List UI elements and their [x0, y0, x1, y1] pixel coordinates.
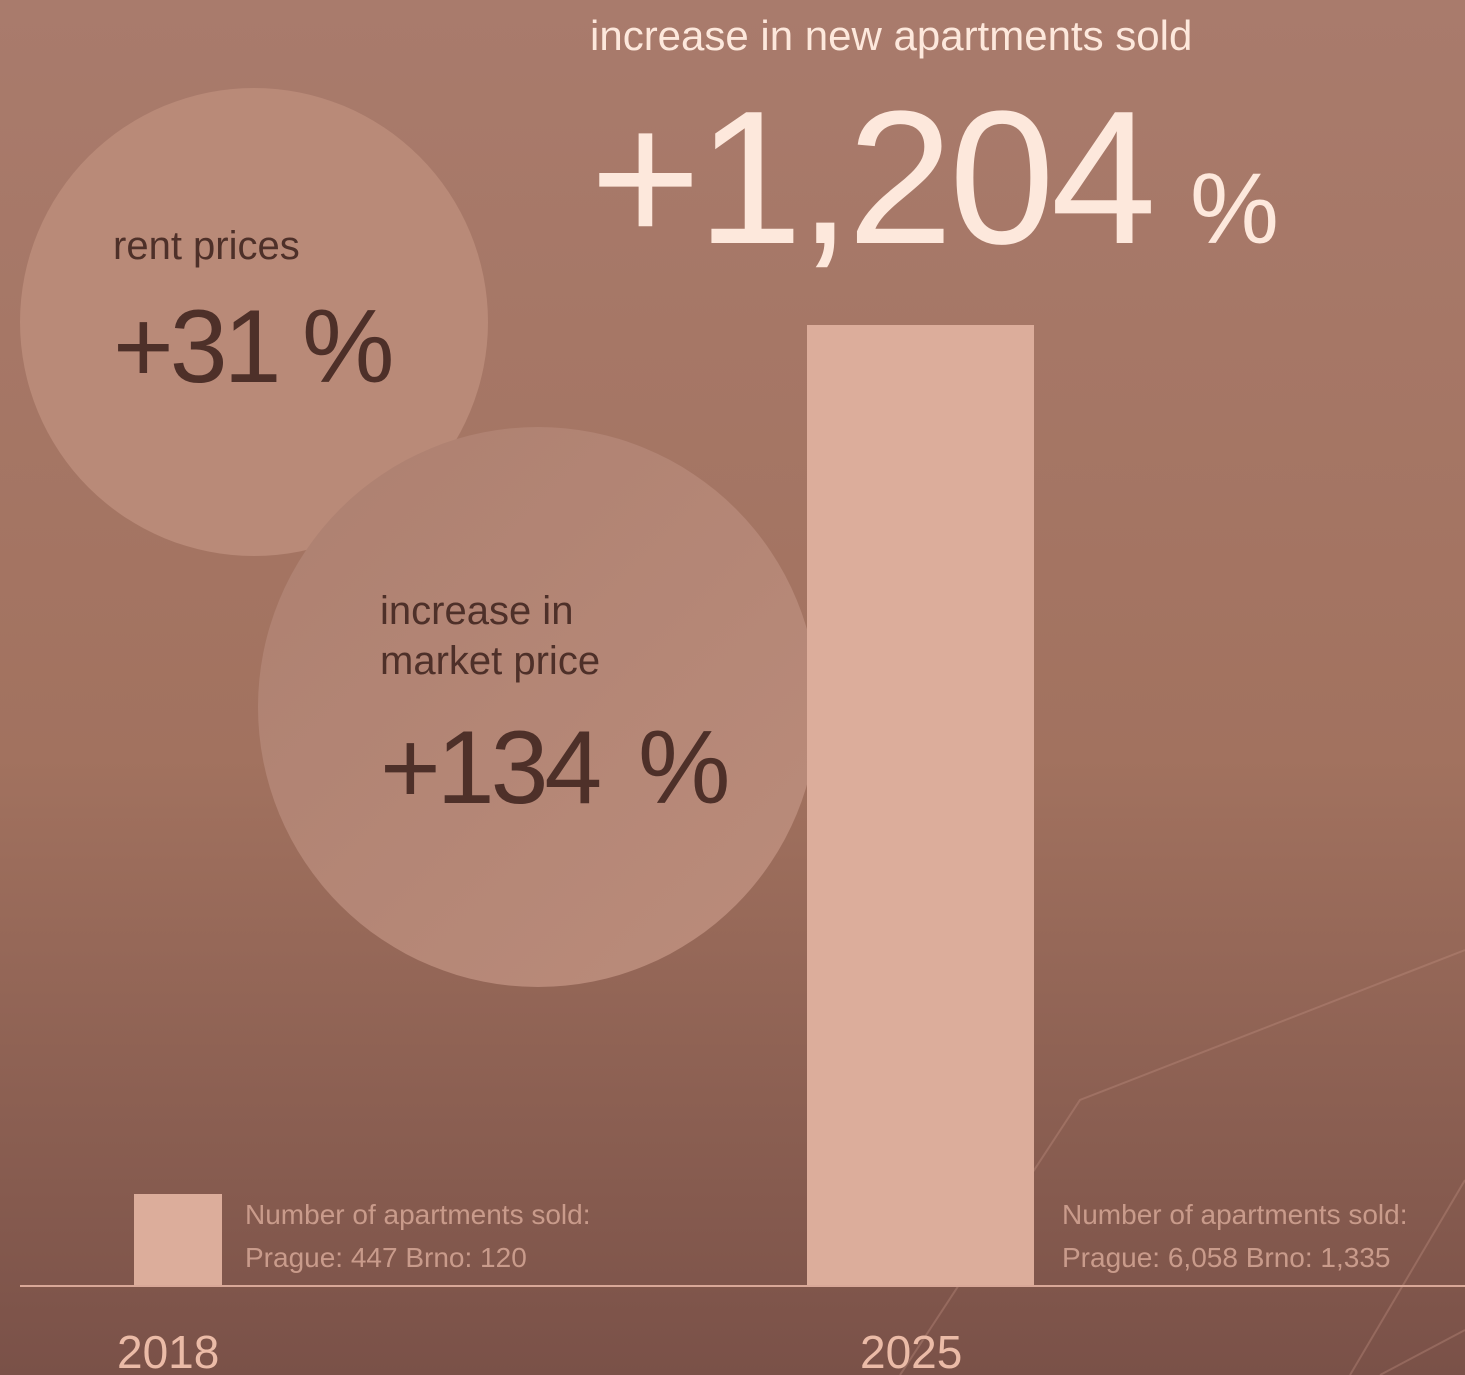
stat-circle	[20, 88, 488, 556]
stat-label: rent prices	[113, 224, 300, 268]
headline-value: +1,204	[590, 72, 1152, 284]
year-label: 2018	[117, 1326, 219, 1375]
stat-unit: %	[638, 710, 730, 826]
stat-label: increase in	[380, 589, 573, 633]
year-label: 2025	[860, 1326, 962, 1375]
stat-value: +31	[113, 289, 277, 405]
stat-unit: %	[302, 289, 394, 405]
bar-caption: Number of apartments sold:	[1062, 1199, 1408, 1230]
headline-label: increase in new apartments sold	[590, 12, 1192, 59]
bar-detail: Prague: 447 Brno: 120	[245, 1242, 527, 1273]
stat-circle	[258, 427, 818, 987]
stat-label: market price	[380, 639, 600, 683]
bar	[134, 1194, 222, 1286]
bar	[807, 325, 1034, 1286]
bar-caption: Number of apartments sold:	[245, 1199, 591, 1230]
headline-unit: %	[1190, 153, 1279, 265]
bar-detail: Prague: 6,058 Brno: 1,335	[1062, 1242, 1390, 1273]
stat-value: +134	[380, 710, 599, 826]
